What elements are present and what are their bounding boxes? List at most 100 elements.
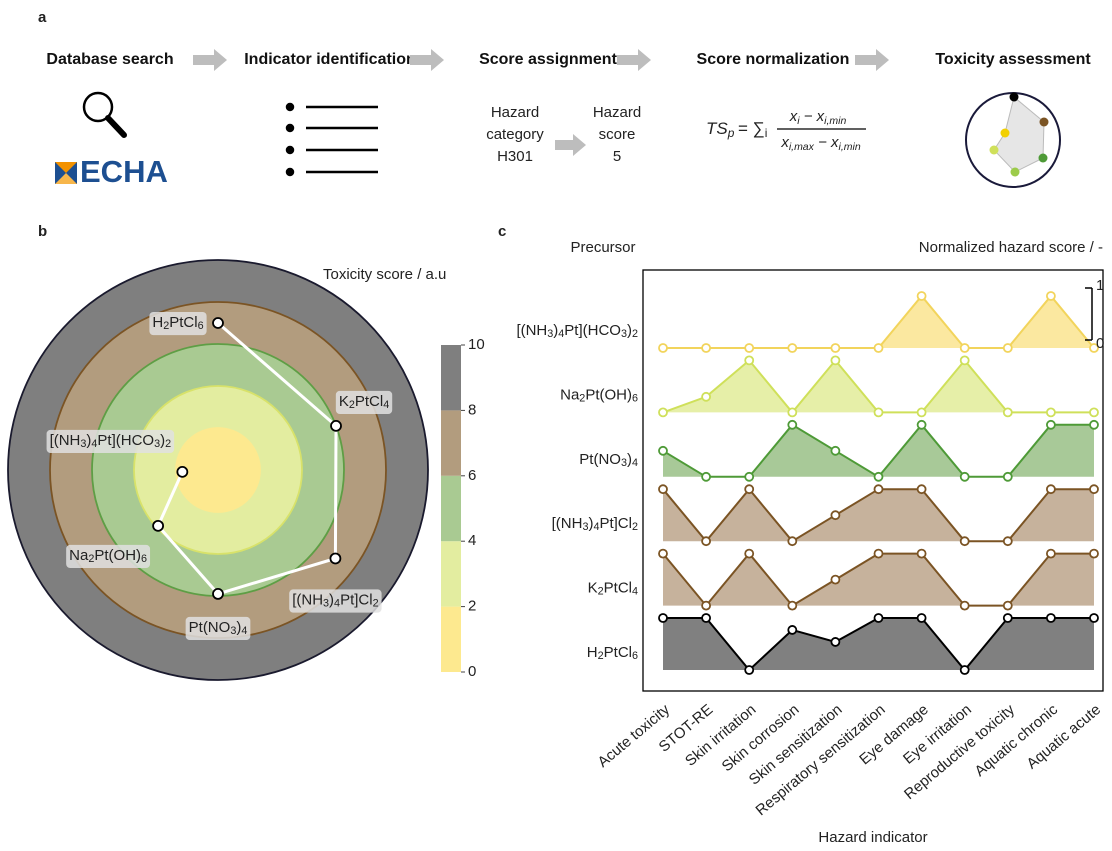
score-point	[176, 465, 189, 478]
arrows	[193, 49, 889, 156]
marker	[658, 343, 668, 353]
precursor-label: H2PtCl6	[152, 314, 203, 332]
precursor-label: Na2Pt(OH)6	[69, 547, 147, 565]
step-title: Toxicity assessment	[935, 51, 1091, 68]
marker	[1002, 407, 1013, 418]
marker	[1046, 407, 1056, 418]
radar-chart: 0 2 4 6 8 10 H2PtCl6 K2PtCl4 [(NH3)4Pt]Cl2 Pt(NO3…	[7, 259, 485, 681]
marker	[744, 343, 755, 353]
hazard-score: 5	[613, 148, 621, 165]
plot-frame	[642, 269, 1104, 692]
marker	[916, 613, 927, 623]
row-label: Na2Pt(OH)6	[560, 386, 638, 404]
precursor-label: [(NH3)4Pt](HCO3)2	[50, 432, 172, 450]
line-chart: [(NH3)4Pt](HCO3)2 Na2Pt(OH)6 Pt(NO3)4 [(NH3…	[516, 269, 1104, 819]
arrow	[617, 49, 651, 71]
colorbar-band	[441, 410, 461, 476]
row-title: Precursor	[570, 239, 635, 256]
row-label: K2PtCl4	[588, 580, 638, 598]
marker	[873, 407, 884, 418]
panel-label: a	[38, 9, 47, 26]
row-label: [(NH3)4Pt]Cl2	[552, 515, 638, 533]
marker	[873, 484, 884, 495]
marker	[1046, 548, 1056, 559]
marker	[744, 471, 755, 482]
step-title: Score assignment	[479, 51, 618, 68]
step-title: Database search	[46, 51, 173, 68]
score-point	[330, 419, 342, 432]
source-name: ECHA	[80, 154, 168, 189]
formula-part: i,min	[824, 115, 846, 127]
colorbar-band	[441, 606, 461, 672]
marker	[787, 625, 798, 635]
marker	[701, 536, 711, 547]
marker	[959, 536, 970, 547]
marker	[658, 484, 668, 495]
area	[663, 296, 1094, 348]
scale-label: 0	[1096, 335, 1104, 352]
marker	[1002, 471, 1013, 482]
formula-part: = ∑	[738, 119, 765, 138]
marker	[873, 471, 884, 482]
x-tick-label: Acute toxicity	[594, 701, 673, 771]
score-line	[156, 321, 338, 596]
formula-denominator: xi,max − xi,min	[780, 134, 861, 153]
marker	[1089, 484, 1099, 495]
marker	[916, 484, 927, 495]
colorbar-band	[441, 345, 461, 411]
label-box	[289, 589, 382, 613]
marker	[1089, 613, 1099, 623]
marker	[1046, 291, 1056, 301]
marker	[658, 445, 668, 456]
precursor-label: [(NH3)4Pt]Cl2	[292, 591, 378, 609]
marker	[658, 548, 668, 559]
score-ring	[175, 427, 261, 513]
marker	[1046, 484, 1056, 495]
hazard-category: Hazard	[491, 104, 539, 121]
label-box	[46, 429, 175, 454]
step-title: Score normalization	[697, 51, 850, 68]
formula-sum: = ∑i	[738, 119, 767, 140]
formula-part: i,min	[839, 141, 861, 153]
area	[663, 424, 1094, 477]
marker	[701, 391, 711, 402]
formula-part: x	[780, 134, 789, 151]
marker	[830, 510, 841, 521]
marker	[1002, 536, 1013, 547]
hazard-score: score	[599, 126, 636, 143]
row-label: Pt(NO3)4	[579, 451, 638, 469]
arrow	[193, 49, 227, 71]
marker	[873, 343, 884, 353]
panel-label: b	[38, 223, 47, 240]
marker	[701, 613, 711, 623]
marker	[701, 343, 711, 353]
hazard-category: H301	[497, 148, 533, 165]
formula-part: i	[765, 126, 768, 140]
score-point	[212, 588, 224, 600]
colorbar-tick-label: 4	[468, 532, 476, 549]
marker	[959, 343, 970, 353]
marker	[959, 355, 970, 366]
marker	[959, 600, 970, 611]
marker	[1089, 419, 1099, 430]
colorbar-tick-label: 6	[468, 467, 476, 484]
colorbar-tick-label: 10	[468, 336, 485, 353]
row-label: [(NH3)4Pt](HCO3)2	[516, 322, 638, 340]
formula: TSp = ∑i xi − xi,min xi,max − xi,min	[706, 108, 866, 153]
marker	[787, 600, 798, 611]
marker	[787, 419, 798, 430]
echa-logo: ECHA	[55, 154, 168, 189]
marker	[787, 536, 798, 547]
colorbar-tick-label: 0	[468, 663, 476, 680]
row-label: H2PtCl6	[587, 644, 638, 662]
colorbar-tick-label: 8	[468, 401, 476, 418]
area	[663, 618, 1094, 670]
x-axis-title: Hazard indicator	[818, 829, 927, 846]
marker	[916, 407, 927, 418]
area	[663, 489, 1094, 542]
marker	[1002, 613, 1013, 623]
formula-numerator: xi − xi,min	[789, 108, 847, 127]
marker	[916, 548, 927, 559]
marker	[1002, 343, 1013, 353]
